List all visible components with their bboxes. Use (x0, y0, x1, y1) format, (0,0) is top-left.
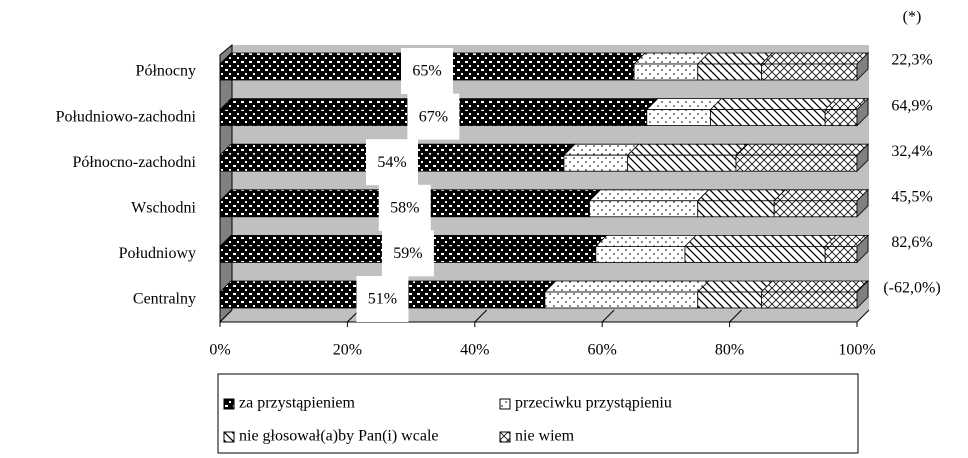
bar-top (760, 52, 869, 65)
legend (217, 373, 859, 454)
bar (824, 245, 858, 263)
legend-label: za przystąpieniem (239, 395, 356, 412)
bar (761, 63, 858, 81)
bar-top (696, 52, 774, 65)
annotation: 22,3% (891, 52, 932, 69)
y-tick-label: Południowy (119, 245, 196, 262)
bar-end (856, 52, 869, 81)
grid-line (474, 309, 488, 323)
legend-swatch (499, 431, 511, 443)
legend-label: przeciwku przystąpieniu (515, 395, 672, 412)
value-label: 51% (368, 291, 397, 308)
bar-top (588, 189, 710, 202)
x-tick-label: 0% (209, 342, 230, 359)
value-label-bg (356, 276, 409, 322)
bar-top (645, 98, 723, 110)
bar-top (709, 98, 838, 110)
bar-top (684, 234, 838, 247)
bar-top (543, 280, 710, 293)
bar-end (856, 280, 869, 309)
annotation: 45,5% (891, 188, 932, 205)
bar-end (856, 97, 869, 127)
y-tick-label: Centralny (133, 291, 196, 308)
bar (697, 200, 775, 218)
bar (824, 109, 858, 126)
bar (710, 109, 826, 126)
bar-end (856, 234, 869, 264)
back-wall (232, 45, 869, 310)
bar (589, 200, 699, 218)
bar-top (735, 143, 869, 156)
legend-swatch (223, 398, 235, 410)
y-tick-label: Wschodni (131, 199, 196, 216)
bar-top (696, 280, 774, 293)
legend-label: nie wiem (515, 428, 575, 445)
side-wall (219, 43, 233, 324)
annotation-header: (*) (903, 9, 922, 26)
legend-swatch (223, 431, 235, 443)
annotation: 32,4% (891, 143, 932, 160)
bar (697, 291, 762, 309)
legend-swatch (499, 398, 511, 410)
grid-line (219, 309, 233, 323)
value-label-bg (407, 93, 460, 140)
bar (633, 63, 699, 81)
bar (761, 291, 858, 309)
bar-top (594, 234, 697, 247)
bar (595, 245, 686, 263)
bar (646, 109, 711, 126)
y-tick-label: Północno-zachodni (72, 154, 196, 171)
bar (684, 245, 826, 263)
value-label-bg (365, 139, 418, 186)
bar-end (856, 143, 869, 173)
bar-top (633, 52, 710, 65)
x-tick-label: 20% (333, 342, 362, 359)
bar (563, 154, 629, 172)
grid-line (601, 309, 615, 323)
bar-top (760, 280, 869, 293)
bar-end (856, 188, 869, 218)
floor (220, 310, 869, 322)
x-tick-label: 100% (838, 342, 875, 359)
bar-top (563, 143, 640, 156)
grid-line (856, 309, 870, 323)
x-tick-label: 40% (460, 342, 489, 359)
bar-top (773, 189, 869, 202)
x-tick-label: 80% (715, 342, 744, 359)
annotation: (-62,0%) (883, 280, 940, 297)
value-label-bg (378, 184, 431, 231)
legend-label: nie głosował(a)by Pan(i) wcale (239, 428, 438, 445)
x-tick-label: 60% (588, 342, 617, 359)
annotation: 64,9% (891, 97, 932, 114)
bar-top (696, 189, 787, 202)
bar (544, 291, 699, 309)
value-label-bg (381, 230, 434, 277)
bar (697, 63, 762, 81)
y-tick-label: Północny (136, 63, 196, 80)
bar (735, 154, 858, 172)
bar-top (626, 143, 748, 156)
grid-line (729, 309, 742, 323)
value-label: 59% (393, 245, 422, 262)
bar (773, 200, 858, 218)
value-label: 67% (419, 108, 448, 125)
value-label: 65% (412, 63, 441, 80)
value-label-bg (401, 48, 454, 94)
bar (627, 154, 737, 172)
annotation: 82,6% (891, 234, 932, 251)
value-label: 58% (390, 199, 419, 216)
y-tick-label: Południowo-zachodni (56, 108, 197, 125)
value-label: 54% (377, 154, 406, 171)
